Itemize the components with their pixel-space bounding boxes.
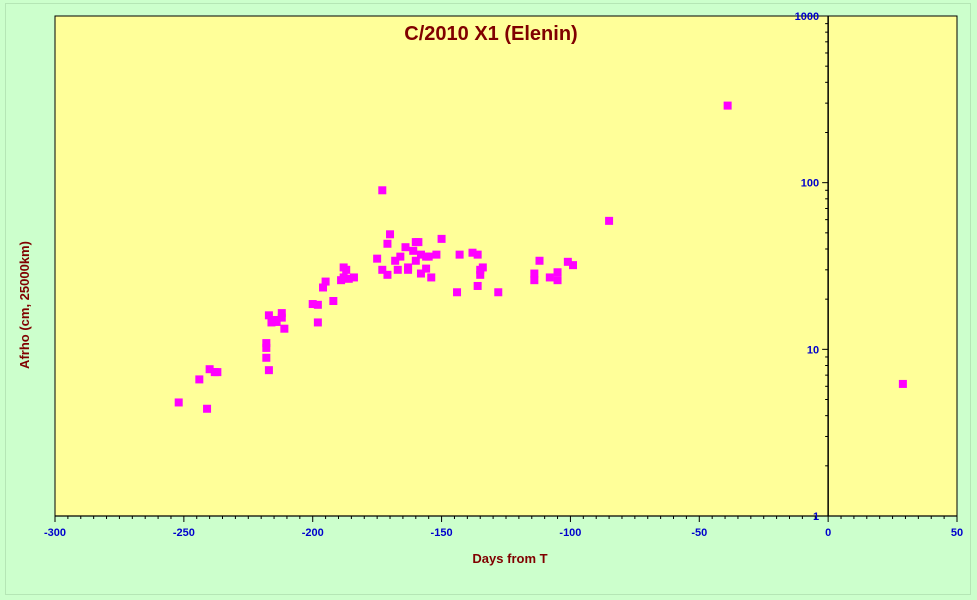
data-point [205, 365, 214, 374]
data-point [569, 261, 578, 270]
data-points [174, 101, 907, 413]
x-tick-label: -50 [691, 527, 707, 539]
data-point [530, 276, 539, 285]
data-point [545, 273, 554, 282]
data-point [453, 288, 462, 297]
data-point [262, 343, 271, 352]
data-point [416, 269, 425, 278]
data-point [272, 317, 281, 326]
x-tick-label: 0 [825, 527, 831, 539]
data-point [476, 270, 485, 279]
x-tick-label: 50 [951, 527, 963, 539]
x-tick-label: -200 [302, 527, 324, 539]
data-point [344, 274, 353, 283]
data-point [563, 257, 572, 266]
data-point [386, 230, 395, 239]
data-point [432, 250, 441, 259]
y-tick-label: 1 [813, 511, 819, 523]
x-tick-label: -300 [44, 527, 66, 539]
data-point [391, 256, 400, 265]
data-point [393, 265, 402, 274]
data-point [473, 281, 482, 290]
data-point [321, 277, 330, 286]
data-point [401, 243, 410, 252]
x-axis-label: Days from T [472, 551, 547, 566]
y-axis-label: Afrho (cm, 25000km) [17, 241, 32, 369]
x-tick-label: -150 [431, 527, 453, 539]
data-point [414, 238, 423, 247]
data-point [277, 313, 286, 322]
data-point [339, 273, 348, 282]
data-point [262, 353, 271, 362]
data-point [264, 366, 273, 375]
data-point [213, 368, 222, 377]
y-tick-label: 10 [807, 344, 819, 356]
chart-title: C/2010 X1 (Elenin) [404, 23, 577, 45]
data-point [553, 268, 562, 277]
data-point [195, 375, 204, 384]
data-point [553, 276, 562, 285]
data-point [422, 264, 431, 273]
data-point [349, 273, 358, 282]
data-point [424, 252, 433, 261]
data-point [203, 404, 212, 413]
data-point [455, 250, 464, 259]
data-point [404, 265, 413, 274]
data-point [262, 339, 271, 348]
x-tick-label: -250 [173, 527, 195, 539]
data-point [396, 252, 405, 261]
data-point [898, 379, 907, 388]
data-point [437, 234, 446, 243]
data-point [264, 311, 273, 320]
data-point [174, 398, 183, 407]
data-point [494, 288, 503, 297]
y-axis: 1 10 100 1000 [795, 11, 829, 523]
data-point [342, 265, 351, 274]
data-point [605, 216, 614, 225]
data-point [280, 324, 289, 333]
data-point [373, 254, 382, 263]
data-point [383, 270, 392, 279]
x-axis: -300 -250 -200 -150 -100 -50 0 50 [44, 515, 963, 539]
y-tick-label: 1000 [795, 11, 819, 23]
data-point [383, 239, 392, 248]
data-point [427, 273, 436, 282]
data-point [378, 265, 387, 274]
data-point [409, 246, 418, 255]
data-point [723, 101, 732, 110]
data-point [313, 300, 322, 309]
data-point [329, 296, 338, 305]
x-tick-label: -100 [559, 527, 581, 539]
y-tick-label: 100 [801, 178, 819, 190]
data-point [277, 309, 286, 318]
data-point [378, 186, 387, 195]
data-point [473, 250, 482, 259]
data-point [530, 269, 539, 278]
data-point [411, 256, 420, 265]
data-point [313, 318, 322, 327]
data-point [535, 256, 544, 265]
data-point [416, 250, 425, 259]
data-point [308, 300, 317, 309]
plot-area [54, 15, 958, 517]
data-point [319, 283, 328, 292]
data-point [478, 263, 487, 272]
data-point [468, 248, 477, 257]
